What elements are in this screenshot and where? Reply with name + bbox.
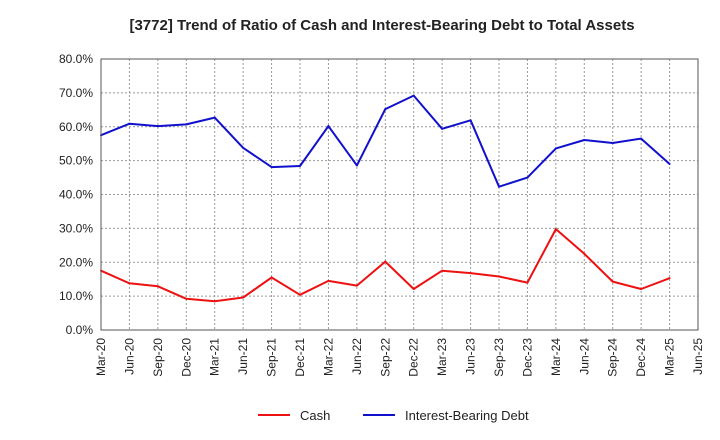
data-point-interest-bearing-debt: [498, 185, 500, 188]
y-tick-label: 10.0%: [59, 289, 93, 303]
x-tick-label: Dec-23: [520, 338, 534, 377]
data-point-interest-bearing-debt: [412, 94, 415, 97]
x-tick-label: Jun-22: [350, 338, 364, 375]
data-point-cash: [640, 288, 643, 291]
data-point-cash: [668, 277, 671, 280]
data-point-cash: [327, 279, 330, 282]
data-point-cash: [384, 260, 387, 263]
data-point-interest-bearing-debt: [355, 164, 358, 167]
x-tick-label: Jun-23: [464, 338, 478, 375]
data-point-cash: [469, 272, 472, 275]
data-point-interest-bearing-debt: [668, 163, 671, 166]
data-point-interest-bearing-debt: [611, 142, 614, 145]
x-tick-label: Jun-24: [577, 338, 591, 375]
data-point-cash: [441, 269, 444, 272]
y-tick-label: 60.0%: [59, 120, 93, 134]
x-tick-label: Jun-20: [122, 338, 136, 375]
data-point-cash: [185, 297, 188, 300]
data-point-cash: [242, 296, 245, 299]
chart-title: [3772] Trend of Ratio of Cash and Intere…: [129, 17, 634, 34]
legend-label-cash: Cash: [300, 408, 330, 423]
y-axis-ticks: 0.0% 10.0% 20.0% 30.0% 40.0% 50.0% 60.0% 70.0% 8…: [59, 52, 93, 337]
data-point-cash: [270, 276, 273, 279]
data-point-interest-bearing-debt: [526, 176, 529, 179]
legend: Cash Interest-Bearing Debt: [258, 408, 529, 423]
data-point-interest-bearing-debt: [270, 166, 273, 169]
x-tick-label: Jun-21: [236, 338, 250, 375]
x-tick-label: Sep-23: [492, 338, 506, 377]
data-point-interest-bearing-debt: [299, 165, 301, 168]
grid: [101, 59, 698, 330]
data-point-cash: [355, 284, 358, 287]
data-point-interest-bearing-debt: [441, 127, 444, 130]
x-tick-label: Dec-20: [179, 338, 193, 377]
x-tick-label: Sep-22: [378, 338, 392, 377]
data-point-cash: [128, 282, 131, 285]
x-tick-label: Sep-21: [265, 338, 279, 377]
data-point-interest-bearing-debt: [128, 122, 131, 125]
legend-label-interest-bearing-debt: Interest-Bearing Debt: [405, 408, 529, 423]
data-point-interest-bearing-debt: [583, 138, 586, 141]
data-point-cash: [554, 228, 557, 231]
data-point-interest-bearing-debt: [156, 125, 159, 128]
x-axis-ticks: Mar-20 Jun-20 Sep-20 Dec-20 Mar-21 Jun-21 Sep-…: [94, 338, 705, 377]
x-tick-label: Jun-25: [691, 338, 705, 375]
data-point-cash: [611, 280, 614, 283]
x-tick-label: Dec-21: [293, 338, 307, 377]
x-tick-label: Sep-20: [151, 338, 165, 377]
x-tick-label: Mar-24: [549, 338, 563, 376]
x-tick-label: Mar-20: [94, 338, 108, 376]
y-tick-label: 50.0%: [59, 154, 93, 168]
data-point-interest-bearing-debt: [469, 119, 472, 122]
data-point-interest-bearing-debt: [185, 123, 188, 126]
data-point-interest-bearing-debt: [640, 137, 643, 140]
data-point-cash: [498, 275, 500, 278]
y-tick-label: 80.0%: [59, 52, 93, 66]
x-tick-label: Dec-24: [634, 338, 648, 377]
y-tick-label: 0.0%: [66, 323, 94, 337]
y-tick-label: 70.0%: [59, 86, 93, 100]
y-tick-label: 20.0%: [59, 255, 93, 269]
x-tick-label: Mar-23: [435, 338, 449, 376]
x-tick-label: Dec-22: [407, 338, 421, 377]
data-point-cash: [213, 300, 216, 303]
x-tick-label: Sep-24: [606, 338, 620, 377]
data-point-interest-bearing-debt: [327, 125, 330, 128]
x-tick-label: Mar-25: [663, 338, 677, 376]
x-tick-label: Mar-21: [208, 338, 222, 376]
plot-area-frame: [100, 58, 699, 331]
data-point-cash: [156, 285, 159, 288]
data-point-interest-bearing-debt: [384, 108, 387, 111]
data-point-interest-bearing-debt: [213, 116, 216, 119]
series-lines: [100, 94, 671, 303]
data-point-interest-bearing-debt: [242, 146, 245, 149]
x-tick-label: Mar-22: [321, 338, 335, 376]
data-point-cash: [526, 281, 529, 284]
y-tick-label: 30.0%: [59, 221, 93, 235]
data-point-cash: [412, 288, 415, 291]
data-point-cash: [583, 252, 586, 255]
y-tick-label: 40.0%: [59, 188, 93, 202]
data-point-cash: [299, 293, 301, 296]
data-point-interest-bearing-debt: [554, 147, 557, 150]
